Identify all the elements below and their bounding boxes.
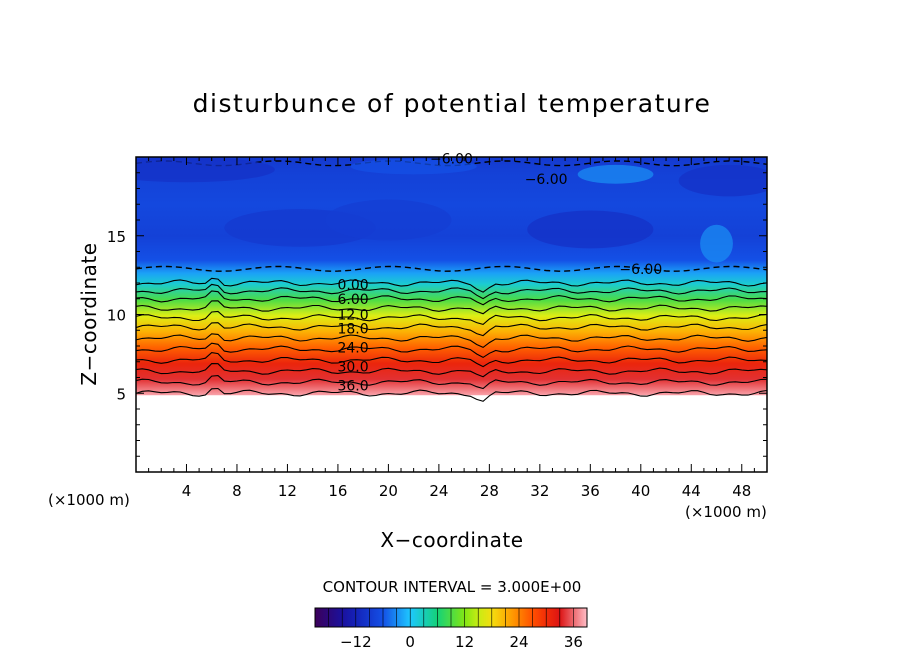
field-patch [527, 210, 654, 249]
contour-label: −6.00 [619, 262, 662, 278]
x-axis-ticks: 4 8 12 16 20 24 28 32 36 40 44 48 [148, 157, 755, 500]
x-tick-label: 4 [182, 482, 192, 500]
contour-line [136, 300, 767, 315]
contour-line [136, 290, 767, 306]
contour-label: 36.0 [337, 378, 368, 394]
x-tick-label: 16 [328, 482, 347, 500]
contour-line [136, 387, 767, 402]
colorbar-tick-label: 12 [455, 633, 474, 651]
x-tick-label: 40 [631, 482, 650, 500]
field-patch [350, 158, 477, 175]
colorbar-tick-label: 0 [405, 633, 415, 651]
contour-label: −6.00 [430, 152, 473, 168]
y-axis-ticks: 5 10 15 [107, 172, 767, 457]
x-tick-label: 28 [480, 482, 499, 500]
contour-line [136, 322, 767, 337]
x-tick-label: 24 [429, 482, 448, 500]
contour-line-negative [136, 265, 767, 272]
x-tick-label: 8 [232, 482, 242, 500]
contour-line [136, 283, 767, 300]
contour-interval-label: CONTOUR INTERVAL = 3.000E+00 [323, 578, 582, 596]
temperature-field [136, 157, 767, 396]
field-patch [325, 199, 452, 241]
colorbar-tick-label: 24 [509, 633, 528, 651]
x-tick-label: 12 [278, 482, 297, 500]
contour-label: 0.00 [337, 278, 368, 294]
y-tick-label: 10 [107, 307, 126, 325]
colorbar-tick-label: 36 [564, 633, 583, 651]
field-patch [136, 157, 275, 183]
x-unit-right: (×1000 m) [685, 503, 767, 521]
contour-label: 12.0 [337, 308, 368, 324]
contour-line [136, 342, 767, 359]
y-tick-label: 5 [116, 385, 126, 403]
contour-line [136, 277, 767, 293]
contour-line [136, 310, 767, 326]
contour-line [136, 352, 767, 368]
contour-label: −6.00 [525, 172, 568, 188]
field-patch [678, 164, 767, 197]
x-tick-label: 32 [530, 482, 549, 500]
field-patch [577, 164, 654, 184]
contour-label: 6.00 [337, 292, 368, 308]
y-tick-label: 15 [107, 228, 126, 246]
plot-area [136, 157, 767, 402]
contour-label: 18.0 [337, 322, 368, 338]
contour-line [136, 363, 767, 378]
x-tick-label: 20 [379, 482, 398, 500]
contour-line [136, 333, 767, 349]
colorbar-tick-label: −12 [340, 633, 372, 651]
y-axis-title: Z−coordinate [77, 242, 101, 385]
contour-label: 30.0 [337, 359, 368, 375]
x-tick-label: 44 [682, 482, 701, 500]
x-axis-title: X−coordinate [380, 528, 523, 552]
contour-line [136, 375, 767, 390]
colorbar-ticks: −12 0 12 24 36 [314, 608, 588, 651]
field-patches [136, 157, 767, 263]
field-patch [700, 224, 733, 263]
x-tick-label: 48 [732, 482, 751, 500]
chart-title: disturbunce of potential temperature [193, 89, 712, 118]
contour-label: 24.0 [337, 341, 368, 357]
x-tick-label: 36 [581, 482, 600, 500]
x-unit-left: (×1000 m) [48, 491, 130, 509]
